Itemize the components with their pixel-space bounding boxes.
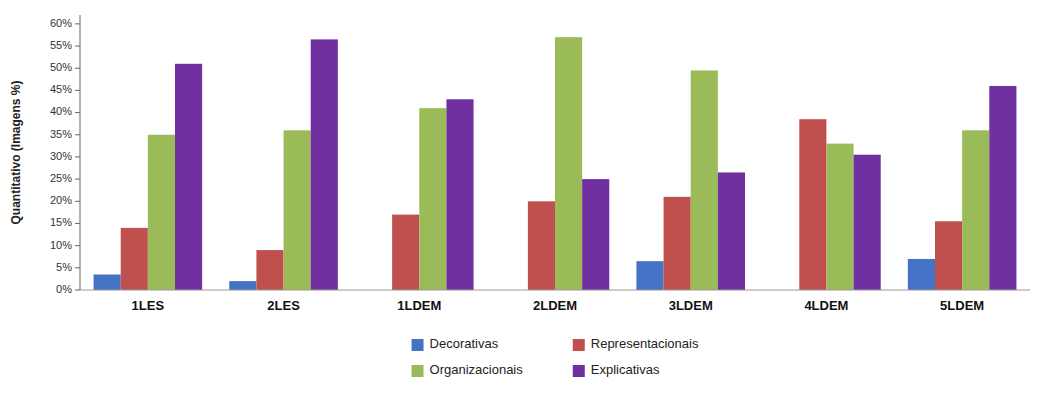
y-tick-label: 40%: [50, 105, 72, 117]
bar: [962, 130, 989, 290]
y-tick-label: 55%: [50, 39, 72, 51]
y-tick: [75, 179, 80, 180]
y-axis: 0% 5% 10% 15% 20% 25% 30% 35% 40% 45% 50% 55% 60%: [50, 15, 80, 295]
y-tick-label: 0%: [56, 283, 72, 295]
bar: [908, 259, 935, 290]
y-tick: [75, 156, 80, 157]
legend-label: Decorativas: [430, 336, 499, 351]
y-tick: [75, 290, 80, 291]
y-tick-label: 25%: [50, 172, 72, 184]
bar: [582, 179, 609, 290]
bar: [718, 172, 745, 290]
y-axis-line: [80, 15, 81, 290]
y-axis-label: Quantitativo (Imagens %): [9, 80, 23, 224]
bars: [94, 37, 1017, 290]
bar: [392, 215, 419, 290]
legend-item: Representacionais: [573, 336, 699, 351]
y-tick-label: 5%: [56, 261, 72, 273]
y-tick-label: 50%: [50, 61, 72, 73]
y-tick: [75, 134, 80, 135]
bar: [121, 228, 148, 290]
legend-item: Explicativas: [573, 362, 660, 377]
y-tick: [75, 201, 80, 202]
x-tick-label: 2LDEM: [533, 298, 577, 313]
x-tick-label: 1LES: [132, 298, 165, 313]
y-tick: [75, 23, 80, 24]
y-tick-label: 30%: [50, 150, 72, 162]
y-tick-label: 45%: [50, 83, 72, 95]
x-tick-label: 2LES: [267, 298, 300, 313]
bar: [826, 144, 853, 290]
bar: [229, 281, 256, 290]
y-tick: [75, 90, 80, 91]
legend-swatch: [412, 339, 424, 351]
y-tick: [75, 223, 80, 224]
x-tick-label: 1LDEM: [397, 298, 441, 313]
y-tick-label: 15%: [50, 216, 72, 228]
legend-swatch: [412, 365, 424, 377]
x-axis: 1LES 2LES 1LDEM 2LDEM 3LDEM 4LDEM 5LDEM: [80, 290, 1030, 313]
bar: [799, 119, 826, 290]
legend-label: Explicativas: [591, 362, 660, 377]
bar: [691, 70, 718, 290]
y-tick-label: 10%: [50, 239, 72, 251]
bar: [419, 108, 446, 290]
legend: Decorativas Representacionais Organizacion…: [412, 336, 699, 377]
x-axis-line: [80, 290, 1030, 291]
legend-label: Representacionais: [591, 336, 699, 351]
bar: [935, 221, 962, 290]
x-tick-label: 5LDEM: [940, 298, 984, 313]
y-tick: [75, 68, 80, 69]
y-tick: [75, 46, 80, 47]
bar: [446, 99, 473, 290]
bar: [311, 39, 338, 290]
legend-swatch: [573, 339, 585, 351]
bar: [664, 197, 691, 290]
bar: [636, 261, 663, 290]
bar: [94, 274, 121, 290]
bar: [528, 201, 555, 290]
x-tick-label: 3LDEM: [669, 298, 713, 313]
bar: [555, 37, 582, 290]
bar: [175, 64, 202, 290]
legend-label: Organizacionais: [430, 362, 524, 377]
legend-item: Organizacionais: [412, 362, 524, 377]
bar: [256, 250, 283, 290]
bar: [284, 130, 311, 290]
bar: [854, 155, 881, 290]
chart: 0% 5% 10% 15% 20% 25% 30% 35% 40% 45% 50% 55% 60% Qua…: [0, 0, 1050, 400]
bar: [148, 135, 175, 290]
bar: [989, 86, 1016, 290]
y-tick-label: 35%: [50, 128, 72, 140]
legend-swatch: [573, 365, 585, 377]
y-tick: [75, 112, 80, 113]
legend-item: Decorativas: [412, 336, 499, 351]
y-tick-label: 60%: [50, 17, 72, 29]
y-tick-label: 20%: [50, 194, 72, 206]
y-tick: [75, 267, 80, 268]
x-tick-label: 4LDEM: [804, 298, 848, 313]
y-tick: [75, 245, 80, 246]
